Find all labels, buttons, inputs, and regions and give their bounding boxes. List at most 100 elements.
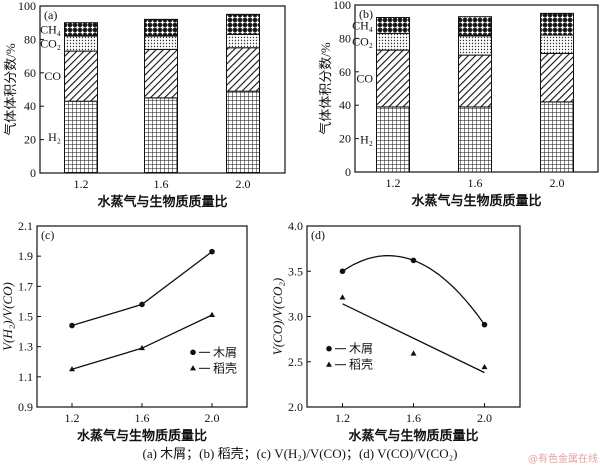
plot-frame <box>306 225 521 408</box>
y-tick-label: 100 <box>18 0 36 13</box>
bar-segment-0 <box>540 101 574 173</box>
panel-label: (d) <box>311 228 325 242</box>
x-axis-label: 水蒸气与生物质质量比 <box>411 193 541 208</box>
legend-label: 木屑 <box>213 345 237 359</box>
y-tick-label: 20 <box>24 133 36 147</box>
y-tick-label: 100 <box>333 0 351 12</box>
legend-label: 木屑 <box>349 342 373 356</box>
x-tick-label: 2.0 <box>205 411 220 425</box>
y-tick-label: 80 <box>24 32 36 46</box>
bar-segment-2 <box>458 35 492 56</box>
y-tick-label: 1.9 <box>18 249 33 263</box>
y-tick-label: 40 <box>339 98 351 112</box>
y-tick-label: 2.1 <box>18 219 33 233</box>
panel-label: (a) <box>44 8 57 22</box>
data-point <box>326 361 332 367</box>
y-tick-label: 1.1 <box>18 370 33 384</box>
bar-segment-2 <box>376 32 410 51</box>
x-tick-label: 2.0 <box>550 176 565 190</box>
bar-segment-1 <box>540 52 574 103</box>
data-point <box>139 301 145 308</box>
y-tick-label: 2.0 <box>288 400 303 414</box>
series-label: CO <box>356 71 373 85</box>
bar-segment-2 <box>64 35 98 52</box>
x-tick-label: 1.6 <box>406 411 421 425</box>
bar-segment-3 <box>376 17 410 34</box>
data-point <box>209 311 215 317</box>
data-point <box>209 248 215 255</box>
x-axis-label: 水蒸气与生物质质量比 <box>97 194 227 209</box>
series-line <box>71 251 213 327</box>
y-tick-label: 3.5 <box>288 264 303 278</box>
data-point <box>339 294 346 300</box>
data-point <box>339 268 346 275</box>
bar-segment-1 <box>376 49 410 108</box>
legend-label: 稻壳 <box>349 358 373 372</box>
bar-segment-1 <box>64 50 98 102</box>
data-point <box>410 257 417 264</box>
data-point <box>69 322 75 329</box>
x-tick-label: 1.2 <box>335 411 350 425</box>
data-point <box>410 350 417 356</box>
x-tick-label: 1.2 <box>74 177 89 191</box>
series-line <box>71 314 213 370</box>
x-tick-label: 1.6 <box>135 411 150 425</box>
bar-segment-2 <box>144 35 178 50</box>
figure-caption: (a) 木屑；(b) 稻壳；(c) V(H₂)/V(CO)；(d) V(CO)/… <box>143 446 458 462</box>
y-tick-label: 0.9 <box>18 400 33 414</box>
y-tick-label: 60 <box>339 65 351 79</box>
bar-segment-0 <box>458 106 492 173</box>
bar-segment-0 <box>226 90 260 174</box>
y-tick-label: 60 <box>24 66 36 80</box>
data-point <box>481 321 488 328</box>
y-axis-label: 气体体积分数/% <box>318 42 333 135</box>
data-point <box>326 345 332 352</box>
bar-segment-1 <box>144 48 178 99</box>
y-axis-label: 气体体积分数/% <box>3 43 18 136</box>
y-tick-label: 1.3 <box>18 340 33 354</box>
series-label: CO₂ <box>352 35 373 49</box>
bar-segment-3 <box>540 12 574 36</box>
series-label: CO₂ <box>40 37 61 51</box>
y-tick-label: 1.7 <box>18 279 33 293</box>
plot-frame <box>36 225 248 408</box>
y-axis-label: V(CO)/V(CO₂) <box>270 278 285 355</box>
y-tick-label: 40 <box>24 99 36 113</box>
series-label: CH₄ <box>40 22 61 36</box>
x-axis-label: 水蒸气与生物质质量比 <box>77 428 207 443</box>
data-point <box>69 366 75 372</box>
bar-segment-3 <box>458 16 492 37</box>
bar-segment-1 <box>458 54 492 108</box>
x-tick-label: 1.6 <box>154 177 169 191</box>
bar-segment-3 <box>64 22 98 37</box>
bar-segment-3 <box>226 13 260 35</box>
panel-label: (b) <box>359 7 373 21</box>
bar-segment-0 <box>376 106 410 173</box>
x-tick-label: 1.2 <box>386 176 401 190</box>
y-axis-label: V(H₂)/V(CO) <box>0 282 15 351</box>
bar-segment-1 <box>226 47 260 92</box>
series-label: H₂ <box>48 130 61 144</box>
data-point <box>190 365 196 371</box>
series-label: H₂ <box>360 132 373 146</box>
x-tick-label: 1.2 <box>65 411 80 425</box>
bar-segment-2 <box>540 34 574 54</box>
fit-line <box>342 303 485 374</box>
bar-segment-3 <box>144 18 178 37</box>
legend-label: 稻壳 <box>213 361 237 375</box>
y-tick-label: 1.5 <box>18 310 33 324</box>
series-label: CH₄ <box>352 18 373 32</box>
x-axis-label: 水蒸气与生物质质量比 <box>348 428 478 443</box>
data-point <box>481 363 488 370</box>
y-tick-label: 0 <box>345 165 351 179</box>
y-tick-label: 4.0 <box>288 219 303 233</box>
y-tick-label: 0 <box>30 166 36 180</box>
x-tick-label: 2.0 <box>236 177 251 191</box>
bar-segment-0 <box>144 97 178 174</box>
x-tick-label: 1.6 <box>468 176 483 190</box>
y-tick-label: 20 <box>339 132 351 146</box>
y-tick-label: 3.0 <box>288 310 303 324</box>
bar-segment-2 <box>226 33 260 49</box>
x-tick-label: 2.0 <box>477 411 492 425</box>
